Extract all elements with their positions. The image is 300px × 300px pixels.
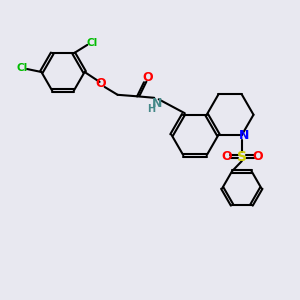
Text: O: O <box>142 71 153 84</box>
Text: O: O <box>252 150 263 163</box>
Text: O: O <box>96 77 106 90</box>
Text: N: N <box>152 97 162 110</box>
Text: S: S <box>237 150 247 164</box>
Text: H: H <box>147 103 155 114</box>
Text: N: N <box>239 129 249 142</box>
Text: O: O <box>221 150 232 163</box>
Text: Cl: Cl <box>86 38 98 48</box>
Text: Cl: Cl <box>17 62 28 73</box>
